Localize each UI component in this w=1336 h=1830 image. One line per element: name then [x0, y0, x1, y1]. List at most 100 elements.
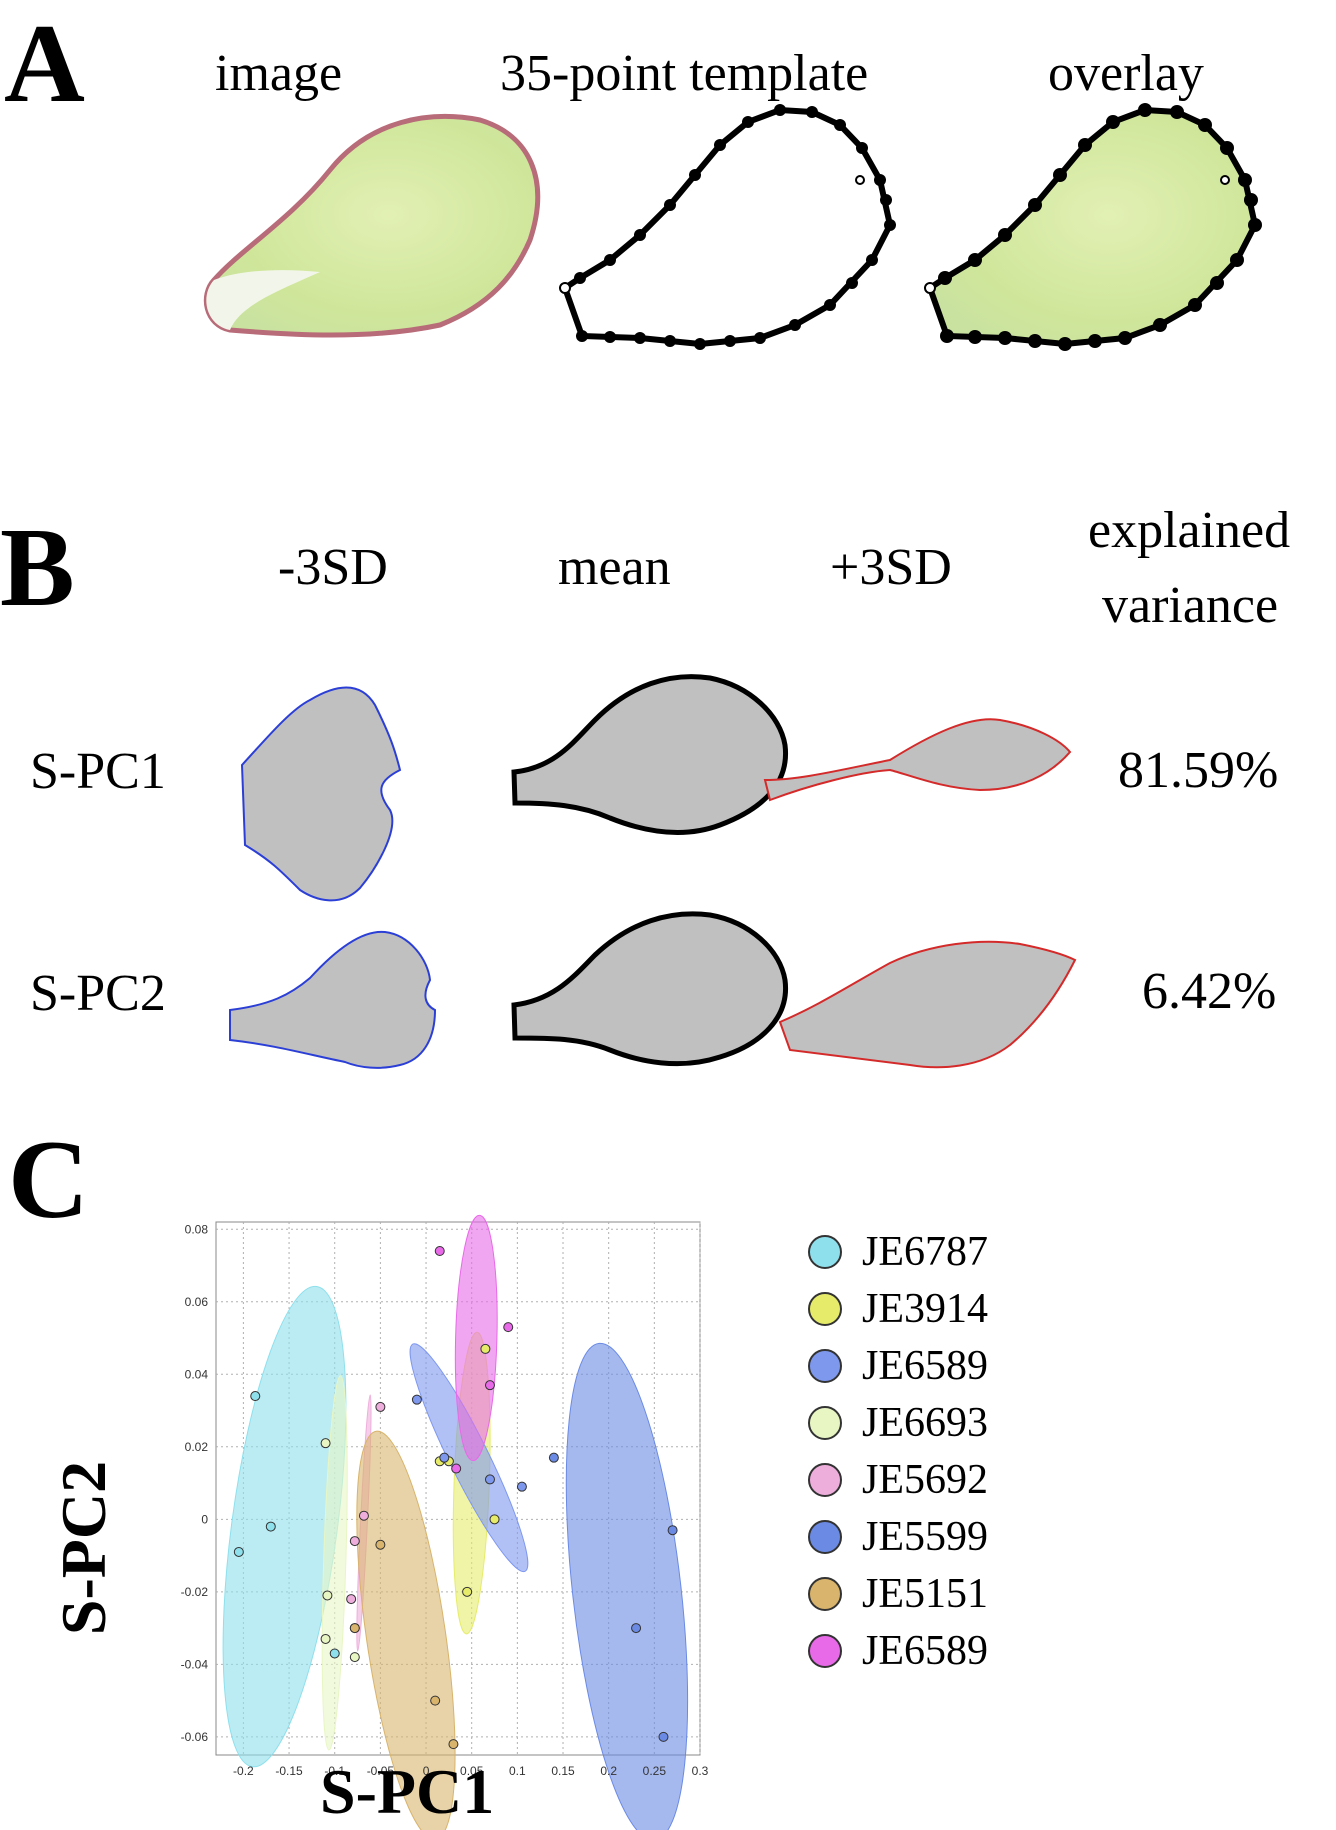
data-point	[435, 1247, 444, 1256]
legend-label: JE6693	[862, 1402, 988, 1444]
data-point	[330, 1649, 339, 1658]
x-tick-label: 0.2	[600, 1764, 617, 1778]
legend-label: JE6589	[862, 1630, 988, 1672]
y-tick-label: 0.08	[185, 1222, 209, 1236]
scatter-plot: -0.2 -0.15 -0.1 -0.05 0 0.05 0.1 0.15 0.2 0.25 0.3…	[160, 1210, 720, 1830]
x-tick-label: 0.15	[551, 1764, 575, 1778]
data-point	[234, 1547, 243, 1556]
legend: JE6787 JE3914 JE6589 JE6693 JE5692 JE5599 JE51…	[808, 1224, 1138, 1684]
data-point	[549, 1453, 558, 1462]
data-point	[481, 1344, 490, 1353]
data-point	[347, 1595, 356, 1604]
spc1-minus-shape	[242, 688, 400, 901]
data-point	[321, 1634, 330, 1643]
petal-template	[560, 104, 896, 350]
data-point	[431, 1696, 440, 1705]
y-tick-label: 0.06	[185, 1295, 209, 1309]
x-tick-label: -0.2	[233, 1764, 254, 1778]
panel-a-header-template: 35-point template	[500, 48, 868, 100]
legend-label: JE5692	[862, 1459, 988, 1501]
legend-label: JE5151	[862, 1573, 988, 1615]
spc2-minus-shape	[230, 932, 435, 1068]
variance-spc2: 6.42%	[1142, 966, 1276, 1018]
panel-a-letter: A	[4, 8, 85, 120]
y-tick-label: -0.06	[181, 1730, 209, 1744]
data-point	[485, 1475, 494, 1484]
legend-swatch	[808, 1463, 842, 1497]
petal-overlay	[925, 103, 1262, 351]
panel-b-explained-line2: variance	[1102, 580, 1278, 632]
panel-b-explained-line1: explained	[1088, 505, 1290, 557]
data-point	[350, 1537, 359, 1546]
data-point	[323, 1591, 332, 1600]
legend-swatch	[808, 1577, 842, 1611]
y-tick-label: 0.02	[185, 1440, 209, 1454]
spc2-plus-shape	[780, 942, 1075, 1067]
data-point	[376, 1540, 385, 1549]
data-point	[440, 1453, 449, 1462]
y-tick-label: 0	[201, 1512, 208, 1526]
legend-item: JE5599	[808, 1509, 988, 1565]
x-tick-label: 0.25	[643, 1764, 667, 1778]
row-label-spc1: S-PC1	[30, 746, 166, 798]
legend-item: JE6589	[808, 1338, 988, 1394]
panel-b-header-mean: mean	[558, 542, 671, 594]
data-point	[632, 1624, 641, 1633]
x-tick-label: 0.1	[509, 1764, 526, 1778]
data-point	[449, 1740, 458, 1749]
y-tick-label: -0.04	[181, 1657, 209, 1671]
data-point	[350, 1653, 359, 1662]
legend-item: JE3914	[808, 1281, 988, 1337]
legend-item: JE6787	[808, 1224, 988, 1280]
legend-item: JE5151	[808, 1566, 988, 1622]
data-point	[463, 1587, 472, 1596]
data-point	[251, 1392, 260, 1401]
panel-b-shapes	[200, 660, 1080, 1080]
x-tick-label: 0.3	[692, 1764, 709, 1778]
data-point	[504, 1323, 513, 1332]
panel-b-header-minus: -3SD	[278, 542, 388, 594]
spc1-plus-shape	[765, 719, 1070, 800]
y-tick-label: -0.02	[181, 1585, 209, 1599]
panel-c-letter: C	[8, 1124, 89, 1236]
panel-a-header-overlay: overlay	[1048, 48, 1204, 100]
data-point	[321, 1439, 330, 1448]
panel-b-letter: B	[0, 512, 75, 624]
legend-label: JE6589	[862, 1345, 988, 1387]
spc1-mean-shape	[514, 677, 786, 833]
data-point	[266, 1522, 275, 1531]
data-point	[452, 1464, 461, 1473]
petal-photo	[206, 117, 537, 335]
legend-swatch	[808, 1349, 842, 1383]
legend-label: JE6787	[862, 1231, 988, 1273]
data-point	[668, 1526, 677, 1535]
data-point	[490, 1515, 499, 1524]
x-tick-label: -0.15	[275, 1764, 303, 1778]
panel-a-figures	[200, 100, 1280, 380]
legend-item: JE6693	[808, 1395, 988, 1451]
data-point	[412, 1395, 421, 1404]
data-point	[376, 1402, 385, 1411]
panel-b-header-plus: +3SD	[830, 542, 952, 594]
legend-swatch	[808, 1634, 842, 1668]
legend-label: JE3914	[862, 1288, 988, 1330]
data-point	[485, 1381, 494, 1390]
legend-item: JE5692	[808, 1452, 988, 1508]
legend-swatch	[808, 1520, 842, 1554]
panel-a-header-image: image	[215, 48, 342, 100]
data-point	[659, 1732, 668, 1741]
y-tick-label: 0.04	[185, 1367, 209, 1381]
data-point	[350, 1624, 359, 1633]
legend-label: JE5599	[862, 1516, 988, 1558]
legend-item: JE6589	[808, 1623, 988, 1679]
y-axis-title: S-PC2	[52, 1461, 116, 1635]
variance-spc1: 81.59%	[1118, 745, 1278, 797]
data-point	[517, 1482, 526, 1491]
legend-swatch	[808, 1292, 842, 1326]
data-point	[359, 1511, 368, 1520]
spc2-mean-shape	[514, 914, 786, 1064]
row-label-spc2: S-PC2	[30, 968, 166, 1020]
legend-swatch	[808, 1235, 842, 1269]
x-axis-title: S-PC1	[320, 1760, 494, 1824]
legend-swatch	[808, 1406, 842, 1440]
